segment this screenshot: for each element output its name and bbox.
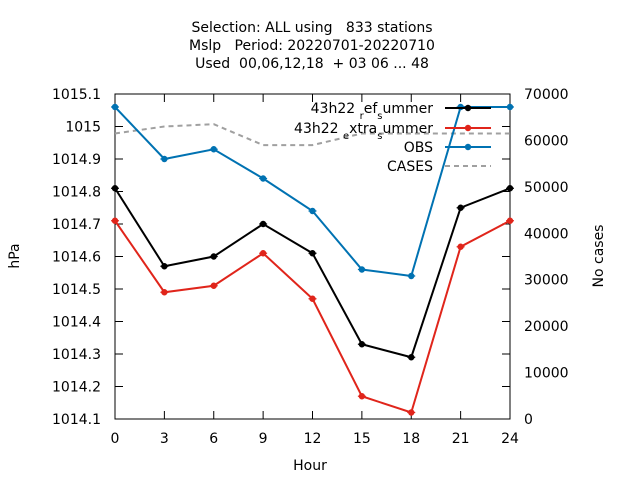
- x-tick-label: 18: [402, 431, 420, 447]
- y2-axis-label: No cases: [591, 225, 607, 288]
- y2-tick-label: 20000: [524, 319, 569, 335]
- y2-tick-label: 70000: [524, 87, 569, 103]
- y2-tick-label: 30000: [524, 273, 569, 289]
- y-tick-label: 1014.4: [52, 315, 101, 331]
- x-axis: 0 3 6 9 12 15 18 21 24: [111, 94, 519, 447]
- x-tick-label: 21: [452, 431, 470, 447]
- x-tick-label: 0: [111, 431, 120, 447]
- legend-label: OBS: [404, 140, 433, 156]
- y-tick-label: 1014.2: [52, 380, 101, 396]
- chart-title-line: Mslp Period: 20220701-20220710: [189, 38, 435, 54]
- x-tick-label: 6: [209, 431, 218, 447]
- y2-tick-label: 50000: [524, 180, 569, 196]
- y-tick-label: 1014.3: [52, 347, 101, 363]
- legend-marker: [464, 143, 472, 151]
- y2-tick-label: 10000: [524, 366, 569, 382]
- y-tick-label: 1014.8: [52, 185, 101, 201]
- y-axis-left: 1014.1 1014.2 1014.3 1014.4 1014.5 1014.6 1014…: [52, 87, 510, 428]
- y-axis-right: 0 10000 20000 30000 40000 50000 60000 70000: [524, 87, 569, 428]
- x-tick-label: 24: [501, 431, 519, 447]
- legend-marker: [464, 124, 472, 132]
- chart-title-line: Selection: ALL using 833 stations: [191, 20, 432, 36]
- legend-label: 43h22 extrasummer: [294, 121, 433, 142]
- y-tick-label: 1015: [65, 120, 101, 136]
- legend-label: CASES: [387, 159, 433, 175]
- y2-tick-label: 60000: [524, 133, 569, 149]
- legend-label: 43h22 refsummer: [311, 101, 434, 122]
- x-tick-label: 3: [160, 431, 169, 447]
- y-axis-label: hPa: [7, 243, 23, 268]
- series-line-3: [114, 123, 510, 147]
- x-axis-label: Hour: [293, 458, 327, 474]
- y-tick-label: 1014.1: [52, 412, 101, 428]
- x-tick-label: 15: [353, 431, 371, 447]
- series-line-1: [114, 219, 511, 414]
- y-tick-label: 1014.6: [52, 250, 101, 266]
- chart-title-line: Used 00,06,12,18 + 03 06 ... 48: [195, 56, 429, 72]
- y-tick-label: 1014.5: [52, 282, 101, 298]
- x-tick-label: 9: [259, 431, 268, 447]
- y2-tick-label: 40000: [524, 226, 569, 242]
- y2-tick-label: 0: [524, 412, 533, 428]
- series-group: [111, 103, 514, 416]
- chart-title: Selection: ALL using 833 stations Mslp Pe…: [189, 20, 435, 72]
- y-tick-label: 1014.9: [52, 152, 101, 168]
- y-tick-label: 1015.1: [52, 87, 101, 103]
- x-tick-label: 12: [304, 431, 322, 447]
- legend-marker: [464, 104, 472, 112]
- y-tick-label: 1014.7: [52, 217, 101, 233]
